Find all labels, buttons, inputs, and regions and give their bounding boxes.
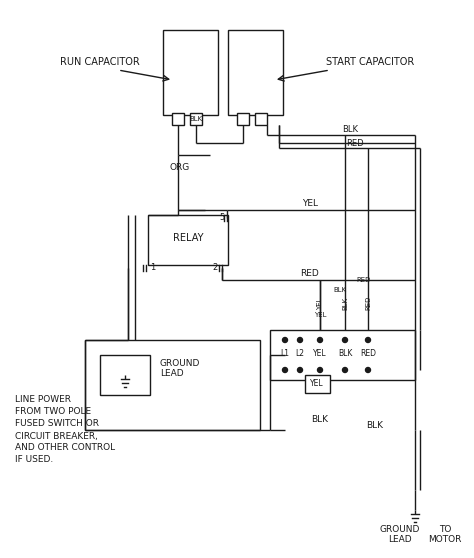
Text: GROUND: GROUND	[160, 359, 201, 368]
Text: BLK: BLK	[190, 116, 202, 122]
Text: L2: L2	[295, 349, 304, 358]
Bar	[163, 30, 218, 115]
Text: RED: RED	[301, 270, 319, 278]
Text: RELAY: RELAY	[173, 233, 203, 243]
Text: IF USED.: IF USED.	[15, 455, 53, 464]
Circle shape	[318, 368, 322, 373]
Text: YEL: YEL	[317, 297, 323, 310]
Circle shape	[298, 338, 302, 343]
Text: YEL: YEL	[313, 349, 327, 358]
Circle shape	[283, 338, 288, 343]
Text: YEL: YEL	[314, 312, 326, 318]
Text: BLK: BLK	[342, 126, 358, 134]
Bar	[237, 113, 249, 125]
Text: GROUND: GROUND	[380, 526, 420, 535]
Text: BLK: BLK	[338, 349, 352, 358]
Bar	[228, 30, 283, 115]
Bar	[148, 215, 228, 265]
Text: CIRCUIT BREAKER,: CIRCUIT BREAKER,	[15, 431, 98, 440]
Text: RED: RED	[346, 138, 364, 147]
Bar	[270, 330, 415, 380]
Text: BLK: BLK	[311, 416, 328, 425]
Circle shape	[343, 368, 347, 373]
Circle shape	[283, 368, 288, 373]
Text: MOTOR: MOTOR	[428, 536, 462, 545]
Circle shape	[365, 368, 371, 373]
Text: RED: RED	[357, 277, 371, 283]
Text: 1: 1	[150, 263, 155, 272]
Text: START CAPACITOR: START CAPACITOR	[326, 57, 414, 67]
Text: BLK: BLK	[342, 297, 348, 310]
Text: AND OTHER CONTROL: AND OTHER CONTROL	[15, 444, 115, 453]
Bar	[85, 340, 260, 430]
Text: RUN CAPACITOR: RUN CAPACITOR	[60, 57, 140, 67]
Bar	[255, 113, 267, 125]
Text: RED: RED	[360, 349, 376, 358]
Bar	[190, 113, 202, 125]
Text: TO: TO	[439, 526, 451, 535]
Text: YEL: YEL	[310, 379, 324, 388]
Text: BLK: BLK	[366, 421, 383, 430]
Text: LINE POWER: LINE POWER	[15, 396, 71, 405]
Circle shape	[298, 368, 302, 373]
Bar	[100, 355, 150, 395]
Text: BLK: BLK	[333, 287, 346, 293]
Text: LEAD: LEAD	[160, 369, 183, 378]
Text: 2: 2	[212, 263, 218, 272]
Text: FROM TWO POLE: FROM TWO POLE	[15, 407, 91, 416]
Text: FUSED SWITCH OR: FUSED SWITCH OR	[15, 420, 99, 429]
Circle shape	[318, 338, 322, 343]
Text: ORG: ORG	[170, 163, 190, 172]
Circle shape	[343, 338, 347, 343]
Text: LEAD: LEAD	[388, 536, 412, 545]
Text: RED: RED	[365, 296, 371, 310]
Bar	[172, 113, 184, 125]
Text: YEL: YEL	[302, 200, 318, 209]
Circle shape	[365, 338, 371, 343]
Bar	[305, 375, 330, 393]
Text: 5: 5	[219, 214, 225, 223]
Text: L1: L1	[281, 349, 290, 358]
